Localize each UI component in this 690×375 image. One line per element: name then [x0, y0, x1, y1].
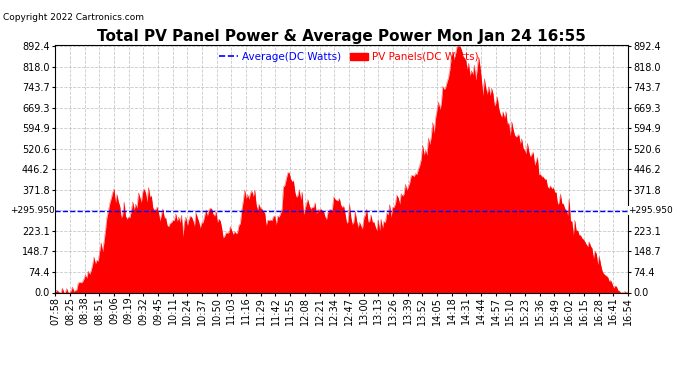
Text: +295.950: +295.950: [10, 206, 55, 215]
Title: Total PV Panel Power & Average Power Mon Jan 24 16:55: Total PV Panel Power & Average Power Mon…: [97, 29, 586, 44]
Text: Copyright 2022 Cartronics.com: Copyright 2022 Cartronics.com: [3, 13, 144, 22]
Text: +295.950: +295.950: [629, 206, 673, 215]
Legend: Average(DC Watts), PV Panels(DC Watts): Average(DC Watts), PV Panels(DC Watts): [215, 48, 483, 66]
